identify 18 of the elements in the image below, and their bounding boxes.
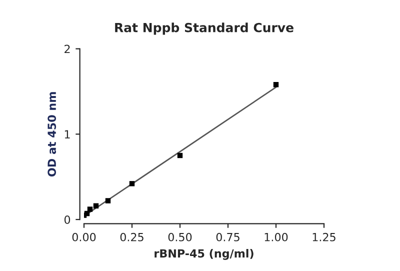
x-tick-label: 0.00 (72, 232, 96, 242)
point (273, 82, 279, 88)
x-tick-label: 0.50 (168, 232, 192, 242)
y-tick-label: 0 (64, 215, 70, 224)
y-tick-label: 2 (64, 44, 70, 53)
y-axis-title: OD at 450 nm (48, 92, 56, 176)
x-axis-title: rBNP-45 (ng/ml) (154, 249, 254, 260)
point (93, 203, 99, 208)
point (129, 181, 135, 186)
x-tick-label: 1.00 (264, 232, 288, 242)
point (87, 206, 93, 212)
y-tick-label: 1 (64, 130, 70, 138)
chart-title: Rat Nppb Standard Curve (115, 22, 294, 35)
point (177, 152, 183, 158)
x-tick-label: 1.25 (312, 232, 336, 242)
x-tick-label: 0.25 (120, 232, 144, 242)
point (105, 198, 111, 204)
x-tick-label: 0.75 (216, 232, 240, 242)
